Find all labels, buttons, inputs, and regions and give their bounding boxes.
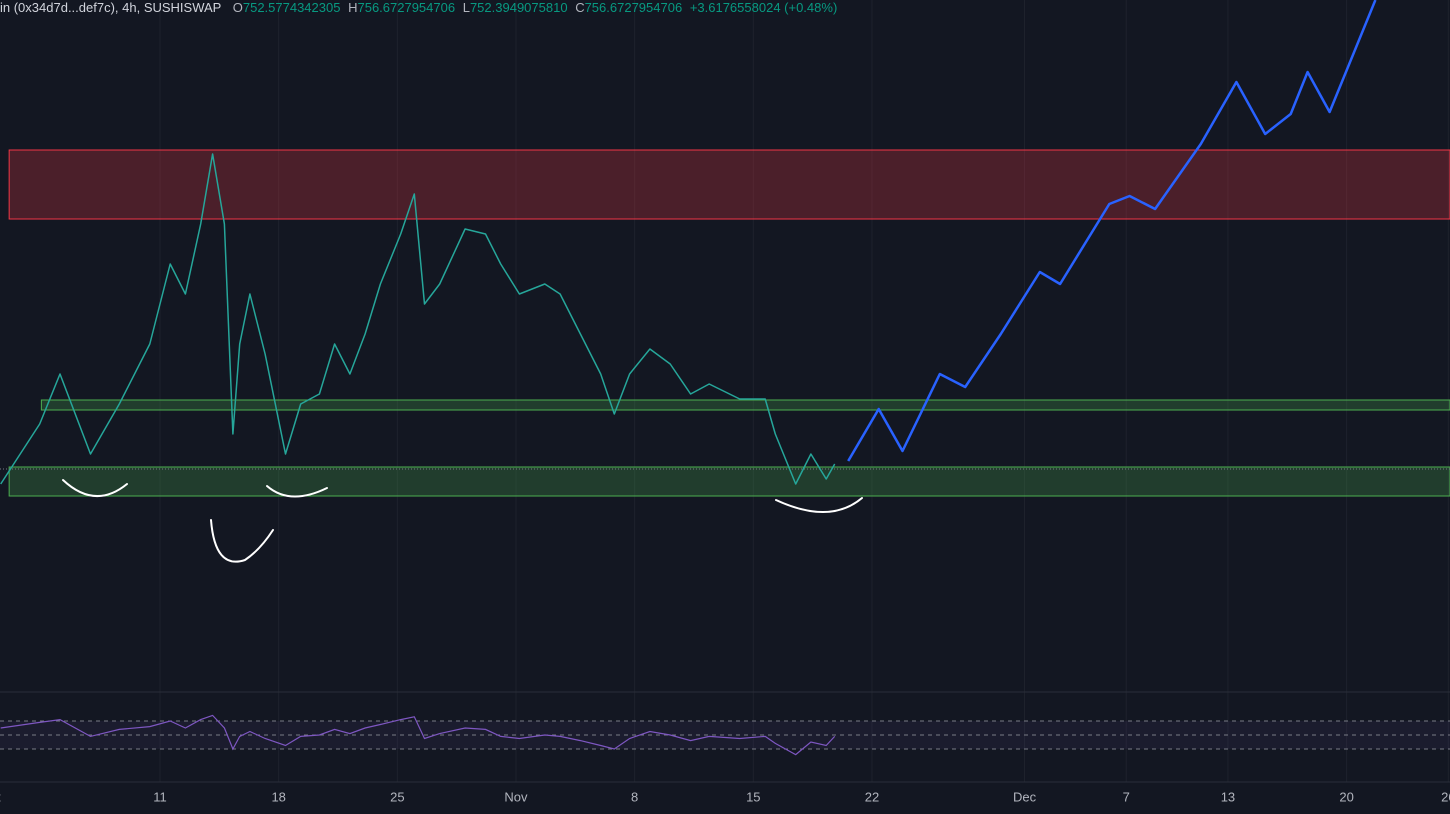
price-line — [847, 0, 1377, 462]
hand-arc — [775, 497, 863, 513]
x-tick-label: Oct — [0, 789, 1, 804]
x-tick-label: 7 — [1123, 789, 1130, 804]
zone — [40, 399, 1450, 411]
header: in (0x34d7d...def7c), 4h, SUSHISWAP O752… — [0, 0, 837, 15]
rsi-pane — [0, 714, 1450, 756]
zone — [8, 466, 1450, 497]
low: 752.3949075810 — [470, 0, 568, 15]
x-tick-label: 25 — [390, 789, 404, 804]
change: +3.6176558024 (+0.48%) — [690, 0, 837, 15]
x-axis: Oct 11 18 25 Nov 8 15 22 Dec 7 13 20 26 — [0, 789, 1450, 804]
close-label: C — [575, 0, 584, 15]
annotations — [62, 479, 863, 563]
x-tick-label: 15 — [746, 789, 760, 804]
x-tick-label: 26 — [1441, 789, 1450, 804]
open: 752.5774342305 — [243, 0, 341, 15]
hand-arc — [266, 485, 328, 498]
x-tick-label: 20 — [1339, 789, 1353, 804]
hand-arc — [62, 479, 128, 498]
high: 756.6727954706 — [357, 0, 455, 15]
symbol: in (0x34d7d...def7c), 4h, SUSHISWAP — [0, 0, 221, 15]
x-tick-label: 22 — [865, 789, 879, 804]
x-tick-label: 13 — [1221, 789, 1235, 804]
price-line — [0, 153, 836, 485]
zone — [8, 149, 1450, 220]
grid — [159, 0, 1449, 782]
rsi-line — [0, 714, 836, 756]
zones — [8, 149, 1450, 497]
x-tick-label: Nov — [504, 789, 528, 804]
high-label: H — [348, 0, 357, 15]
x-tick-label: 11 — [153, 789, 167, 804]
x-tick-label: 8 — [631, 789, 638, 804]
open-label: O — [233, 0, 243, 15]
x-tick-label: 18 — [271, 789, 285, 804]
plot — [0, 0, 1377, 485]
close: 756.6727954706 — [585, 0, 683, 15]
x-tick-label: Dec — [1013, 789, 1037, 804]
hand-arc — [210, 519, 274, 563]
low-label: L — [463, 0, 470, 15]
